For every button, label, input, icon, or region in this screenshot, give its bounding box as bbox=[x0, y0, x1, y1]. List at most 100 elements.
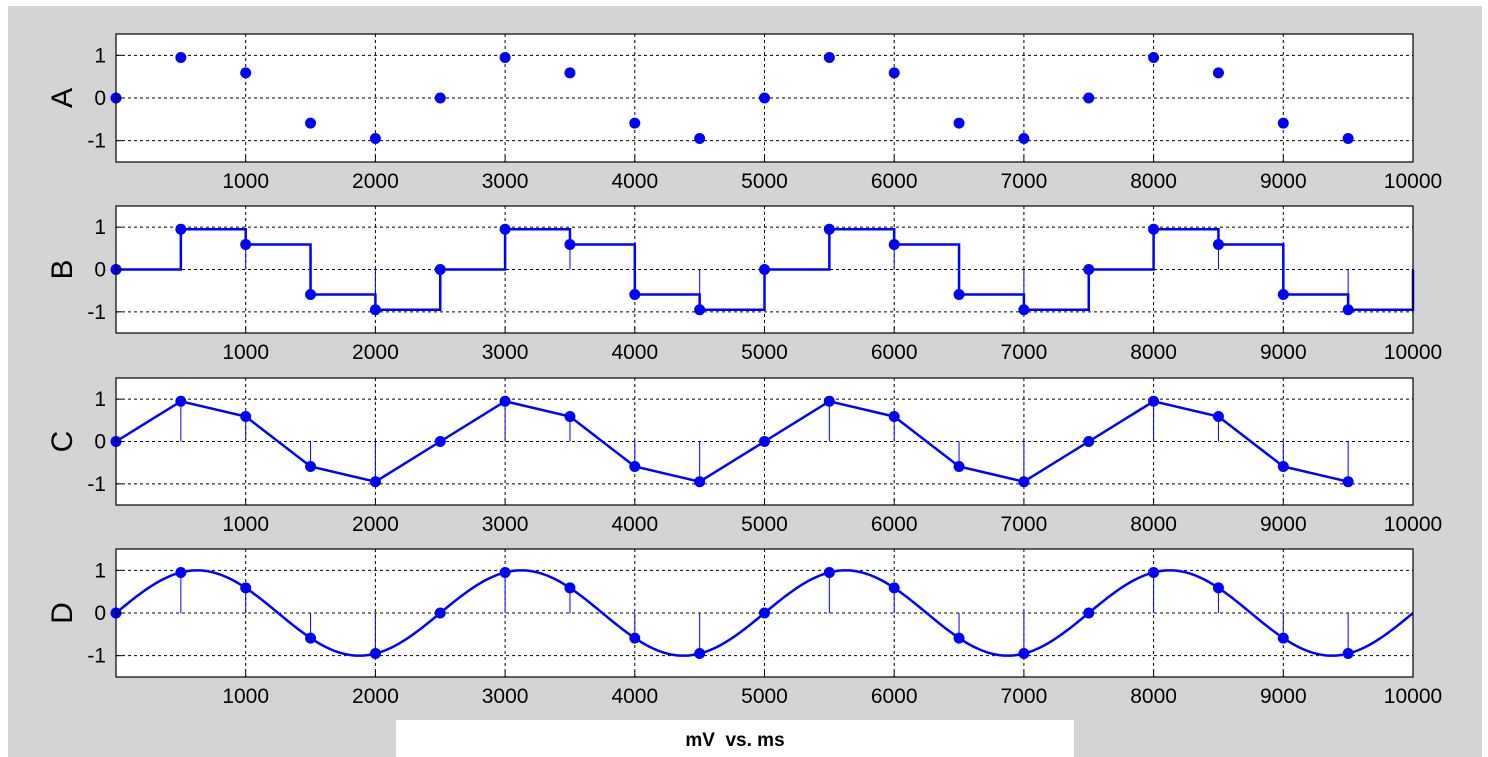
data-point-b bbox=[434, 264, 446, 275]
data-point-c bbox=[629, 460, 641, 472]
x-tick-label: 6000 bbox=[871, 685, 918, 708]
x-tick-label: 10000 bbox=[1384, 341, 1442, 364]
data-point-a bbox=[305, 117, 317, 129]
data-point-b bbox=[240, 239, 252, 251]
y-tick-label: 1 bbox=[94, 388, 106, 411]
data-point-c bbox=[953, 460, 965, 472]
x-tick-label: 9000 bbox=[1260, 170, 1307, 193]
data-point-c bbox=[1342, 476, 1354, 488]
data-point-b bbox=[499, 223, 511, 235]
data-point-a bbox=[499, 51, 511, 63]
data-point-b bbox=[1018, 304, 1030, 316]
data-point-d bbox=[1212, 582, 1224, 594]
data-point-a bbox=[888, 67, 900, 79]
x-tick-label: 10000 bbox=[1384, 170, 1442, 193]
data-point-d bbox=[629, 632, 641, 644]
x-tick-label: 5000 bbox=[741, 170, 788, 193]
data-point-d bbox=[434, 607, 446, 619]
x-tick-label: 5000 bbox=[741, 513, 788, 536]
x-tick-label: 1000 bbox=[222, 170, 269, 193]
x-tick-label: 2000 bbox=[352, 170, 399, 193]
data-point-c bbox=[1212, 411, 1224, 423]
data-point-a bbox=[1148, 51, 1160, 63]
x-tick-label: 8000 bbox=[1130, 513, 1177, 536]
x-tick-label: 1000 bbox=[222, 685, 269, 708]
y-axis-label-a: A bbox=[46, 88, 79, 108]
data-point-d bbox=[499, 566, 511, 578]
line-c bbox=[115, 399, 1349, 484]
y-tick-label: 1 bbox=[94, 216, 106, 239]
x-tick-label: 7000 bbox=[1001, 170, 1048, 193]
y-tick-label: -1 bbox=[87, 645, 106, 668]
y-tick-label: 1 bbox=[94, 44, 106, 67]
data-point-a bbox=[1277, 117, 1289, 129]
data-point-b bbox=[1342, 304, 1354, 316]
x-tick-label: 9000 bbox=[1260, 341, 1307, 364]
data-point-d bbox=[1277, 632, 1289, 644]
data-point-d bbox=[759, 607, 770, 619]
data-point-d bbox=[369, 648, 381, 660]
data-point-c bbox=[694, 476, 706, 488]
data-point-b bbox=[369, 304, 381, 316]
data-point-b bbox=[1212, 239, 1224, 251]
data-point-c bbox=[305, 460, 317, 472]
data-point-a bbox=[694, 133, 706, 145]
data-point-b bbox=[953, 288, 965, 300]
x-tick-label: 4000 bbox=[611, 685, 658, 708]
data-point-b bbox=[175, 223, 187, 235]
x-tick-label: 5000 bbox=[741, 341, 788, 364]
data-point-d bbox=[305, 632, 317, 644]
x-tick-label: 3000 bbox=[482, 170, 529, 193]
x-tick-label: 2000 bbox=[352, 685, 399, 708]
x-tick-label: 3000 bbox=[482, 685, 529, 708]
data-point-c bbox=[369, 476, 381, 488]
x-tick-label: 9000 bbox=[1260, 685, 1307, 708]
data-point-c bbox=[434, 436, 446, 447]
data-point-d bbox=[1083, 607, 1095, 619]
data-point-a bbox=[1018, 133, 1030, 145]
data-point-d bbox=[823, 566, 835, 578]
data-point-b bbox=[759, 264, 770, 275]
y-axis-label-b: B bbox=[46, 259, 79, 279]
data-point-a bbox=[759, 92, 770, 104]
figure-xlabel: mV vs. ms bbox=[685, 730, 785, 751]
x-tick-label: 4000 bbox=[611, 341, 658, 364]
data-point-d bbox=[240, 582, 252, 594]
data-point-d bbox=[175, 566, 187, 578]
data-point-b bbox=[1148, 223, 1160, 235]
data-point-c bbox=[499, 395, 511, 407]
data-point-a bbox=[1342, 133, 1354, 145]
data-point-a bbox=[369, 133, 381, 145]
x-tick-label: 6000 bbox=[871, 170, 918, 193]
x-tick-label: 10000 bbox=[1384, 513, 1442, 536]
data-point-c bbox=[175, 395, 187, 407]
x-tick-label: 7000 bbox=[1001, 685, 1048, 708]
x-tick-label: 1000 bbox=[222, 341, 269, 364]
data-point-c bbox=[240, 411, 252, 423]
data-point-b bbox=[888, 239, 900, 251]
y-tick-label: -1 bbox=[87, 130, 106, 153]
x-tick-label: 7000 bbox=[1001, 341, 1048, 364]
data-point-a bbox=[1083, 92, 1095, 104]
data-point-d bbox=[1018, 648, 1030, 660]
data-point-d bbox=[888, 582, 900, 594]
data-point-b bbox=[305, 288, 317, 300]
data-point-a bbox=[240, 67, 252, 79]
data-point-d bbox=[1148, 566, 1160, 578]
y-tick-label: 0 bbox=[94, 431, 106, 454]
y-tick-label: 0 bbox=[94, 602, 106, 625]
data-point-b bbox=[823, 223, 835, 235]
x-tick-label: 3000 bbox=[482, 341, 529, 364]
x-tick-label: 4000 bbox=[611, 170, 658, 193]
data-point-c bbox=[1083, 436, 1095, 447]
x-tick-label: 3000 bbox=[482, 513, 529, 536]
y-tick-label: 0 bbox=[94, 259, 106, 282]
data-point-d bbox=[953, 632, 965, 644]
x-tick-label: 8000 bbox=[1130, 341, 1177, 364]
x-tick-label: 2000 bbox=[352, 341, 399, 364]
x-tick-label: 8000 bbox=[1130, 170, 1177, 193]
data-point-c bbox=[759, 436, 770, 447]
y-tick-label: 1 bbox=[94, 559, 106, 582]
x-tick-label: 9000 bbox=[1260, 513, 1307, 536]
